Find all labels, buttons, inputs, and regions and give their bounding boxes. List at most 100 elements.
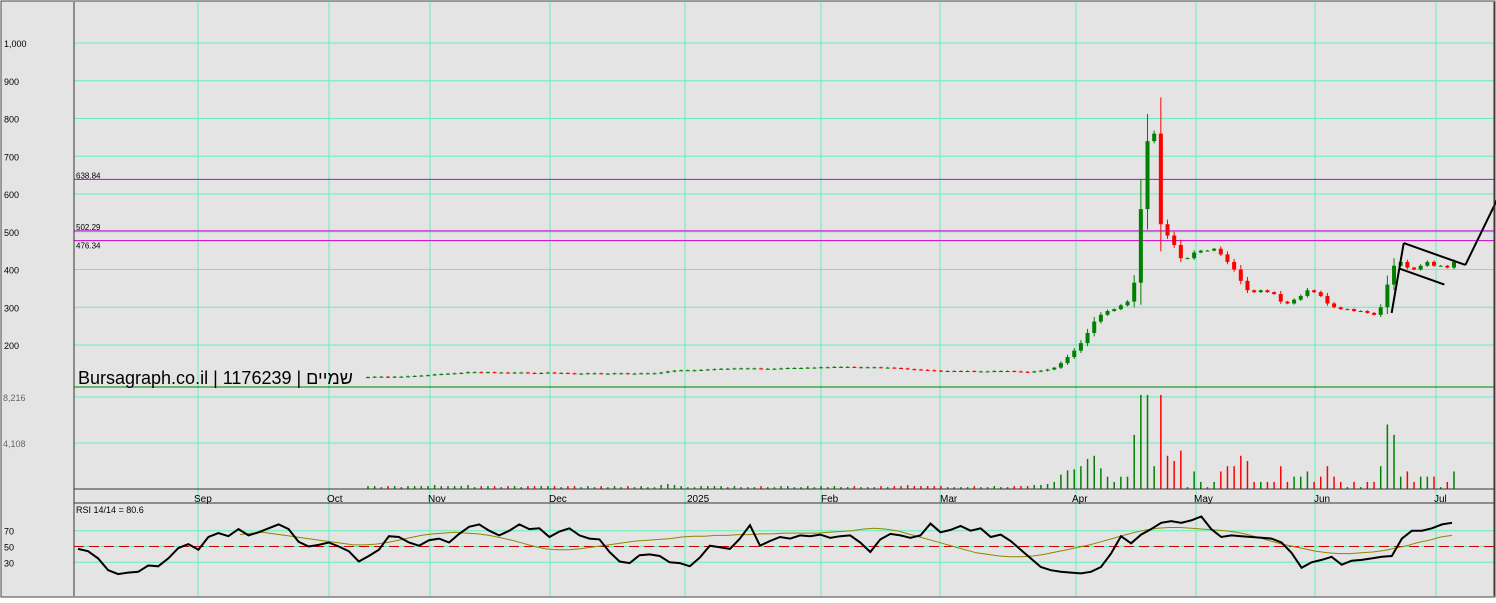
candle-body [819, 367, 824, 369]
y-tick-label: 200 [4, 341, 19, 351]
candle-body [1425, 261, 1430, 266]
trend-line [1464, 199, 1496, 266]
candle-body [1192, 252, 1197, 259]
candle-body [1085, 332, 1090, 344]
candle-body [1212, 248, 1217, 251]
candle-body [445, 373, 450, 375]
candle-body [472, 372, 477, 374]
candle-body [998, 371, 1003, 373]
candle-body [1112, 309, 1117, 312]
candle-body [592, 373, 597, 375]
candle-body [1385, 284, 1390, 308]
candle-body [1145, 141, 1150, 210]
candle-body [1285, 301, 1290, 304]
y-tick-label: 700 [4, 152, 19, 162]
candle-body [1432, 261, 1437, 266]
candle-body [1252, 290, 1257, 293]
candle-body [412, 375, 417, 377]
rsi-tick-label: 50 [4, 543, 14, 553]
candle-body [379, 376, 384, 378]
candle-body [1172, 235, 1177, 245]
candle-body [1258, 290, 1263, 293]
x-tick-label: Jul [1434, 494, 1447, 505]
candle-body [419, 375, 424, 377]
y-tick-label: 400 [4, 266, 19, 276]
candle-body [605, 373, 610, 375]
candle-body [739, 368, 744, 370]
candle-body [665, 371, 670, 373]
candle-body [1092, 321, 1097, 333]
candle-body [1305, 290, 1310, 296]
candle-body [525, 372, 530, 374]
candle-body [712, 369, 717, 371]
candle-body [759, 368, 764, 370]
candle-body [1158, 133, 1163, 225]
candle-body [559, 372, 564, 374]
rsi-signal-line [239, 527, 1453, 558]
candle-body [1052, 367, 1057, 370]
candle-body [1392, 265, 1397, 285]
candle-body [845, 366, 850, 368]
candle-body [932, 370, 937, 372]
candle-body [1372, 312, 1377, 315]
candle-body [405, 376, 410, 378]
candle-body [958, 371, 963, 373]
candle-body [1358, 311, 1363, 313]
candle-body [792, 368, 797, 370]
candle-body [432, 374, 437, 376]
candle-body [952, 371, 957, 373]
candle-body [632, 373, 637, 375]
y-tick-label: 600 [4, 190, 19, 200]
candle-body [479, 372, 484, 374]
candle-body [1312, 290, 1317, 293]
rsi-title: RSI 14/14 = 80.6 [76, 505, 144, 515]
candle-body [1452, 261, 1456, 268]
candle-body [699, 369, 704, 371]
candle-body [465, 372, 470, 374]
candle-body [639, 373, 644, 375]
candle-body [1178, 244, 1183, 259]
candle-body [972, 371, 977, 373]
candle-body [399, 376, 404, 378]
candle-body [779, 368, 784, 370]
volume-tick-label: 8,216 [3, 393, 26, 403]
candle-body [1325, 295, 1330, 304]
volume-tick-label: 4,108 [3, 439, 26, 449]
candle-body [545, 372, 550, 374]
candle-body [1018, 371, 1023, 373]
candle-body [799, 368, 804, 370]
x-tick-label: Jun [1314, 494, 1330, 505]
candle-body [385, 376, 390, 378]
candle-body [752, 368, 757, 370]
candle-body [1225, 254, 1230, 262]
candle-body [1198, 250, 1203, 253]
rsi-tick-label: 30 [4, 558, 14, 568]
candle-body [452, 373, 457, 375]
candle-body [872, 367, 877, 369]
candle-body [565, 372, 570, 374]
candle-body [659, 372, 664, 374]
candle-body [1418, 265, 1423, 270]
y-tick-label: 1,000 [4, 39, 27, 49]
candle-body [532, 372, 537, 374]
candle-body [372, 376, 377, 378]
candle-body [425, 375, 430, 377]
candle-body [892, 367, 897, 369]
y-tick-label: 900 [4, 77, 19, 87]
x-tick-label: Nov [428, 494, 446, 505]
candle-body [1038, 370, 1043, 372]
candle-body [992, 371, 997, 373]
candle-body [938, 370, 943, 372]
candle-body [1412, 267, 1417, 270]
level-label: 476.34 [76, 242, 101, 251]
candle-body [1365, 311, 1370, 313]
candle-body [805, 367, 810, 369]
candle-body [1058, 363, 1063, 368]
candle-body [1138, 209, 1143, 283]
candle-body [1245, 280, 1250, 291]
candle-body [1118, 305, 1123, 310]
candle-body [1078, 343, 1083, 351]
rsi-line [77, 515, 1453, 576]
